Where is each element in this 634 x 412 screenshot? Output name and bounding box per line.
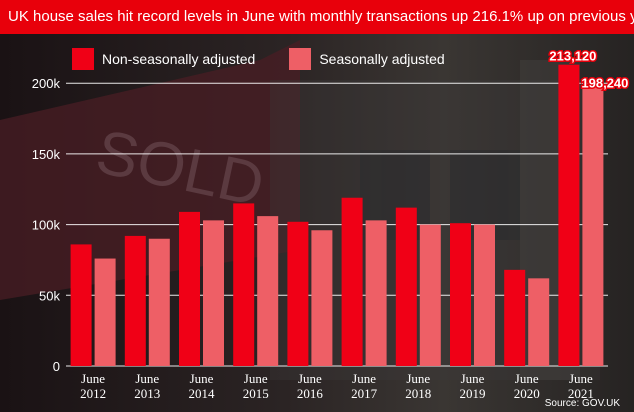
- x-tick-label: June 2021: [568, 371, 594, 401]
- bar-seasonally-adjusted: [582, 85, 604, 366]
- bar-non-seasonally-adjusted: [70, 244, 92, 366]
- bar-non-seasonally-adjusted: [233, 203, 255, 366]
- bar-seasonally-adjusted: [148, 238, 170, 366]
- legend-item-seasonally-adjusted: Seasonally adjusted: [289, 48, 445, 70]
- legend-label-seasonally-adjusted: Seasonally adjusted: [319, 51, 445, 67]
- bar-seasonally-adjusted: [528, 278, 550, 366]
- x-tick-label: June 2016: [297, 371, 324, 401]
- legend-item-non-seasonally-adjusted: Non-seasonally adjusted: [72, 48, 255, 70]
- y-tick-label: 200k: [32, 76, 61, 91]
- data-label: 213,120: [549, 49, 596, 64]
- bar-seasonally-adjusted: [365, 220, 387, 366]
- legend-swatch-seasonally-adjusted: [289, 48, 312, 70]
- bar-seasonally-adjusted: [94, 258, 116, 366]
- x-tick-label: June 2014: [189, 371, 216, 401]
- bar-non-seasonally-adjusted: [179, 211, 200, 366]
- y-tick-label: 100k: [32, 218, 61, 233]
- bar-non-seasonally-adjusted: [124, 235, 146, 366]
- x-tick-label: June 2017: [351, 371, 378, 401]
- x-tick-label: June 2015: [243, 371, 269, 401]
- bar-seasonally-adjusted: [203, 220, 224, 366]
- x-tick-label: June 2013: [134, 371, 160, 401]
- bar-non-seasonally-adjusted: [450, 223, 471, 366]
- bar-seasonally-adjusted: [474, 224, 495, 366]
- bar-seasonally-adjusted: [311, 230, 333, 366]
- bar-non-seasonally-adjusted: [395, 207, 417, 366]
- y-tick-label: 150k: [32, 147, 61, 162]
- source-note: Source: GOV.UK: [544, 398, 620, 409]
- chart-legend: Non-seasonally adjusted Seasonally adjus…: [72, 48, 479, 70]
- bar-seasonally-adjusted: [257, 216, 279, 366]
- y-tick-label: 50k: [39, 288, 60, 303]
- bar-non-seasonally-adjusted: [504, 269, 526, 366]
- x-tick-label: June 2019: [460, 371, 486, 401]
- bar-seasonally-adjusted: [419, 224, 441, 366]
- legend-label-non-seasonally-adjusted: Non-seasonally adjusted: [102, 51, 256, 67]
- bar-non-seasonally-adjusted: [341, 197, 363, 366]
- x-tick-label: June 2018: [405, 371, 431, 401]
- y-tick-label: 0: [53, 359, 60, 374]
- bar-non-seasonally-adjusted: [558, 64, 580, 366]
- bar-non-seasonally-adjusted: [287, 221, 309, 366]
- x-tick-label: June 2020: [514, 371, 540, 401]
- legend-swatch-non-seasonally-adjusted: [72, 48, 94, 70]
- data-label: 198,240: [581, 76, 628, 91]
- x-tick-label: June 2012: [80, 371, 106, 401]
- chart-title: UK house sales hit record levels in June…: [0, 0, 634, 34]
